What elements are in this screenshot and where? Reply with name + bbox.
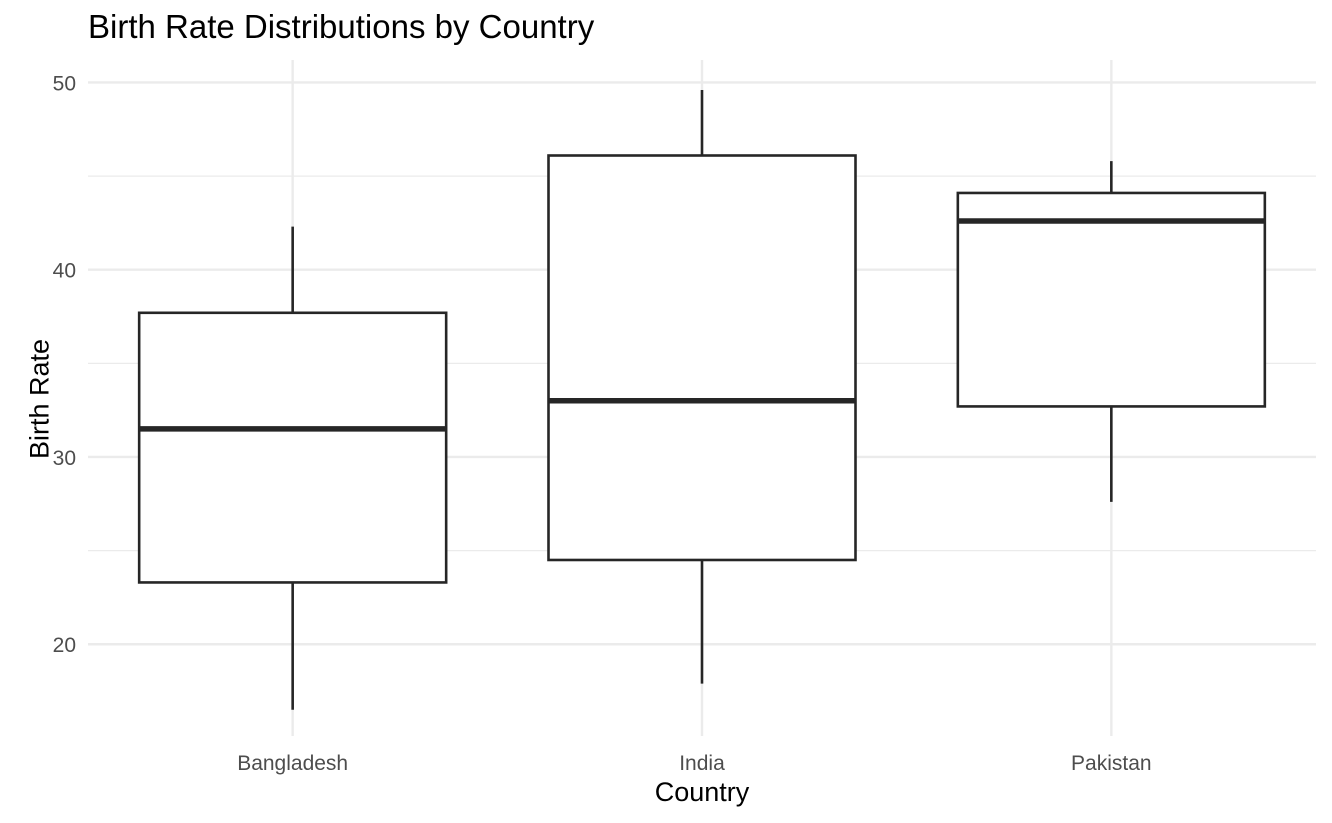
box-pakistan	[956, 161, 1267, 502]
chart-title: Birth Rate Distributions by Country	[88, 8, 595, 45]
box-india	[547, 89, 857, 684]
boxes	[137, 89, 1267, 710]
y-tick-label: 20	[53, 634, 76, 657]
x-tick-label: India	[679, 752, 725, 775]
box-bangladesh	[137, 226, 448, 710]
y-tick-label: 40	[53, 260, 76, 283]
y-tick-label: 50	[53, 72, 76, 95]
axis-ticks: 20 30 40 50 Bangladesh India Pakistan	[53, 72, 1152, 775]
iqr-box	[956, 191, 1267, 408]
x-axis-label: Country	[654, 777, 750, 807]
x-tick-label: Pakistan	[1071, 752, 1152, 775]
x-tick-label: Bangladesh	[237, 752, 348, 775]
y-tick-label: 30	[53, 447, 76, 470]
iqr-box	[547, 154, 857, 562]
iqr-box	[137, 311, 448, 584]
y-axis-label: Birth Rate	[24, 338, 55, 460]
